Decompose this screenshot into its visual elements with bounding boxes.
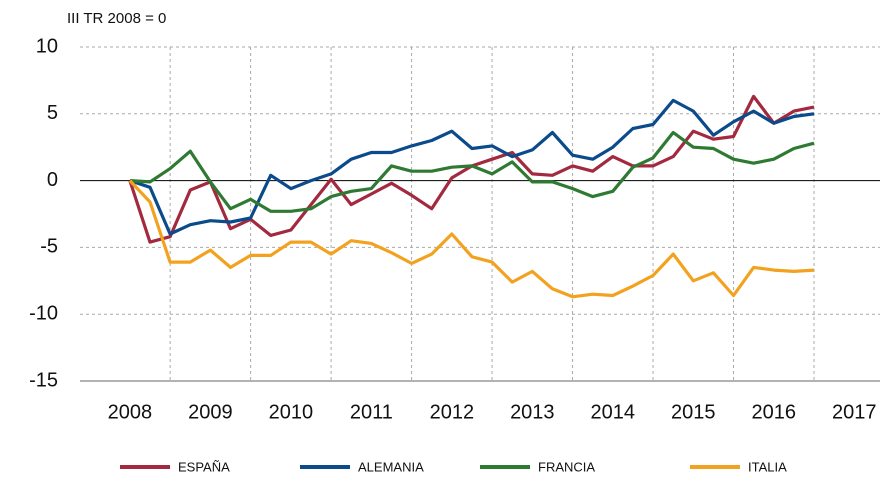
x-tick-label: 2009 (188, 401, 233, 423)
y-tick-label: -15 (29, 369, 58, 391)
x-tick-label: 2015 (671, 401, 716, 423)
series-line (129, 130, 815, 213)
x-tick-label: 2017 (832, 401, 877, 423)
legend-label: ESPAÑA (178, 459, 230, 474)
series-line (128, 179, 815, 299)
unit-label: III TR 2008 = 0 (67, 10, 166, 27)
y-tick-label: 0 (47, 169, 58, 191)
x-tick-label: 2016 (752, 401, 797, 423)
y-tick-label: 10 (36, 35, 58, 57)
x-tick-label: 2008 (108, 401, 153, 423)
legend-label: ITALIA (748, 459, 787, 474)
series-line (129, 98, 815, 236)
legend-label: ALEMANIA (358, 459, 424, 474)
y-tick-label: -5 (40, 236, 58, 258)
x-tick-label: 2010 (269, 401, 314, 423)
x-tick-label: 2012 (430, 401, 475, 423)
y-tick-label: 5 (47, 102, 58, 124)
y-tick-label: -10 (29, 302, 58, 324)
x-tick-label: 2014 (591, 401, 636, 423)
x-tick-label: 2013 (510, 401, 555, 423)
legend-label: FRANCIA (538, 459, 595, 474)
x-tick-label: 2011 (350, 401, 393, 423)
